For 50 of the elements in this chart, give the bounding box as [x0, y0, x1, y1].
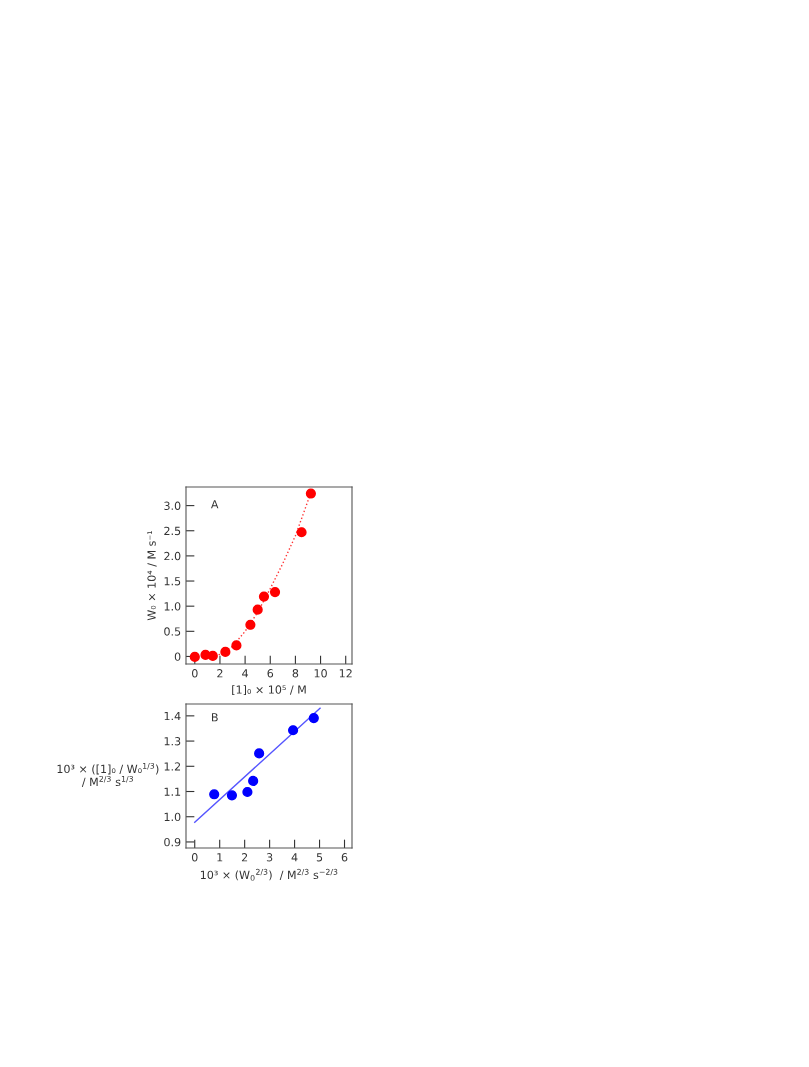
x-tick-label: 0 [192, 669, 198, 678]
y-axis-title: W₀ × 10⁴ / M s⁻¹ [147, 530, 157, 621]
point [305, 488, 316, 499]
point [209, 789, 220, 800]
point [226, 790, 238, 801]
y-tick-label: 1.2 [164, 762, 181, 771]
y-tick-label: 1.0 [164, 812, 181, 822]
x-tick-label: 2 [241, 853, 248, 862]
y-tick-label: 1.3 [164, 737, 181, 746]
point [254, 748, 265, 759]
x-tick-label: 6 [341, 853, 348, 862]
x-axis-title: 10³ × (W$_{0}$$^{2/3}$) / M$^{2/3}$ s$^{−2/3}$ [200, 868, 338, 881]
y-tick-label: 1.0 [164, 602, 181, 611]
point [296, 527, 307, 538]
x-tick-label: 1 [217, 853, 223, 862]
x-axis-title: [1]₀ × 10⁵ / M [232, 685, 306, 696]
text: 10³ × ([1]₀ / W₀$^{1/3}$) / M$^{2/3}$ s$^{1/3}$ [57, 762, 159, 787]
point [248, 775, 259, 787]
y-tick-label: 0.9 [164, 837, 181, 847]
point [207, 650, 218, 662]
point [242, 786, 253, 798]
x-tick-label: 4 [291, 853, 298, 862]
y-tick-label: 0 [174, 652, 181, 661]
x-tick-label: 3 [266, 853, 273, 862]
annotation: A [210, 500, 219, 509]
x-tick-label: 0 [191, 853, 198, 862]
point [258, 591, 270, 602]
y-tick-label: 3.0 [164, 501, 181, 510]
point [231, 640, 242, 651]
y-tick-label: 1.4 [164, 711, 181, 721]
y-tick-label: 0.5 [164, 627, 181, 636]
annotation: B [211, 713, 218, 722]
point [245, 619, 256, 630]
point [252, 604, 263, 615]
x-tick-label: 2 [217, 669, 223, 678]
point [220, 646, 231, 658]
x-tick-label: 6 [267, 669, 274, 678]
x-tick-label: 12 [339, 669, 352, 678]
point [189, 651, 200, 663]
x-tick-label: 10 [314, 669, 327, 678]
point [308, 713, 319, 724]
x-tick-label: 4 [242, 669, 249, 678]
y-tick-label: 1.5 [164, 577, 181, 586]
y-tick-label: 2.5 [164, 526, 181, 536]
point [269, 587, 281, 598]
x-tick-label: 8 [292, 669, 299, 678]
point [288, 725, 299, 736]
y-tick-label: 1.1 [164, 787, 181, 796]
x-tick-label: 5 [316, 853, 323, 862]
y-tick-label: 2.0 [164, 551, 181, 561]
